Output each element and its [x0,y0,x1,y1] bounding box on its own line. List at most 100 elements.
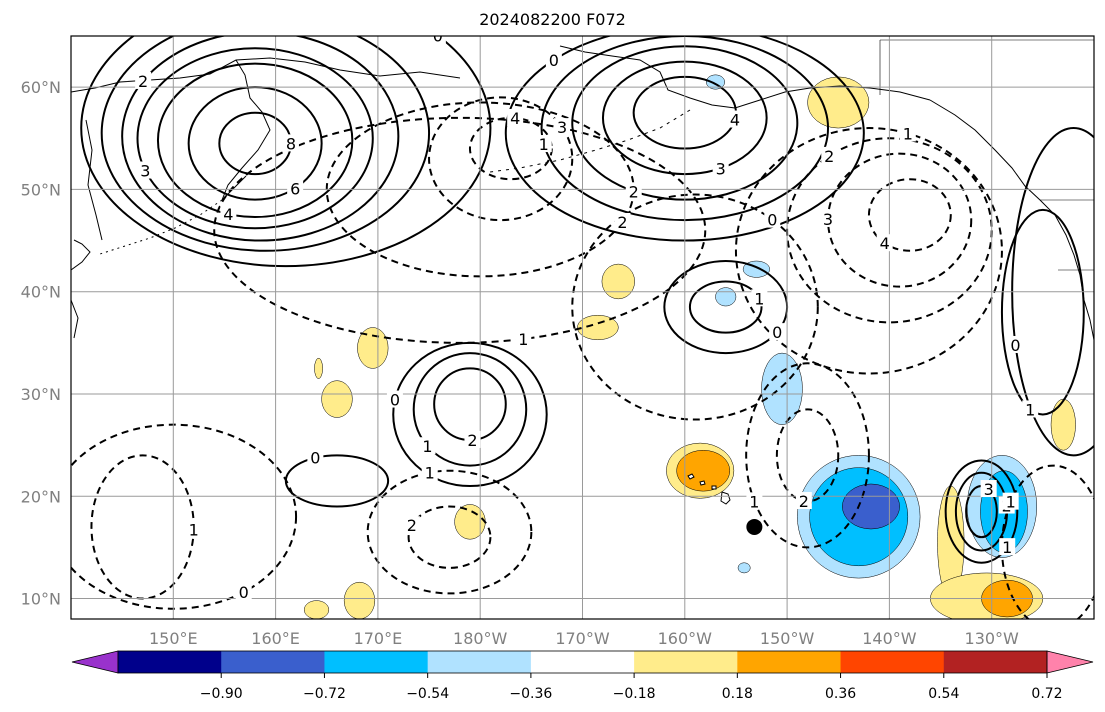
contour-line [136,47,374,230]
contour-label: 3 [557,118,567,137]
contour-label: 1 [425,464,435,483]
contour-line [407,505,492,569]
coastline-japan [71,239,91,339]
contour-line [366,469,533,595]
colorbar-segment [221,651,325,673]
lon-tick-label: 160°W [658,629,713,648]
lon-tick-label: 140°W [862,629,917,648]
anomaly-shading [715,287,737,307]
colorbar-segment [943,651,1048,673]
colorbar-extend-max [1046,650,1094,674]
contour-label-bg [876,234,893,252]
contour-label-bg [464,430,481,448]
lat-tick-label: 40°N [21,283,61,302]
contour-line [428,96,574,222]
contour-label: 1 [1006,493,1016,512]
contour-label: 2 [629,182,639,201]
contour-label-bg [185,520,202,538]
contour-label-bg [235,583,252,601]
contour-label-bg [419,437,436,455]
contour-line [80,36,492,268]
colorbar-segment [324,651,429,673]
contour-label: 0 [239,583,249,602]
contour-line [121,36,400,242]
contour-label-bg [980,480,997,498]
contour-label-bg [515,330,532,348]
anomaly-shading [454,504,486,540]
contour-label: 2 [617,213,627,232]
contour-line [571,193,819,421]
colorbar-outline [117,650,1048,674]
contour-label: 1 [749,492,759,511]
colorbar-tick-label: 0.54 [928,686,959,702]
contour-label: 1 [518,330,528,349]
contour-label: 2 [467,431,477,450]
colorbar-tick-label: −0.72 [303,686,346,702]
contour-label: 1 [903,124,913,143]
contour-line [944,459,1019,564]
lon-tick-label: 150°W [760,629,815,648]
contour-label: 1 [539,135,549,154]
shading-layer [303,74,1076,619]
contour-label-bg [727,110,744,128]
border-lines [879,39,1094,271]
colorbar-tick-label: −0.36 [509,686,552,702]
contour-label-bg [545,50,562,68]
contour-label: 4 [510,109,520,128]
anomaly-shading [1050,398,1076,451]
contour-label-bg [243,7,259,24]
map-frame [70,35,1095,620]
contour-label: 4 [880,234,890,253]
contour-label-bg [429,36,446,44]
contour-label-bg [1002,492,1019,510]
axis-tick-labels: 150°E 160°E 170°E 180°W 170°W 160°W 150°W 140°W… [21,78,1019,648]
contour-line [156,62,354,219]
contour-line [734,127,1003,375]
contour-line [412,352,528,467]
contour-label: 3 [984,480,994,499]
contour-label: 2 [407,516,417,535]
colorbar-segment [737,651,842,673]
contour-label: 1 [754,289,764,308]
contour-label: 0 [767,211,777,230]
lat-tick-label: 20°N [21,487,61,506]
lon-tick-label: 160°E [251,629,300,648]
contour-label: 0 [390,391,400,410]
contour-label-bg [746,492,763,510]
colorbar-segment [427,651,532,673]
contour-label-bg [403,516,420,534]
contour-label-bg [421,463,438,481]
contour-label-bg [820,209,837,227]
anomaly-shading [807,76,870,129]
contour-label-bg [535,135,552,153]
anomaly-shading [842,483,900,530]
contour-line [745,362,870,549]
colorbar-tick-label: 0.36 [825,686,856,702]
contour-label: 8 [286,134,296,153]
contour-label: 1 [1025,400,1035,419]
contour-label-bg [307,448,324,466]
contour-line [392,341,548,488]
contour-label: 2 [824,147,834,166]
colorbar-extend-min [71,650,119,674]
lon-tick-label: 180°W [453,629,508,648]
colorbar-tick-label: −0.90 [200,686,243,702]
colorbar-segment [840,651,945,673]
contour-label: 2 [138,72,148,91]
contour-line [100,36,431,252]
contour-label-bg [386,390,403,408]
lon-tick-label: 130°W [965,629,1020,648]
contour-label-bg [764,210,781,228]
lat-tick-label: 10°N [21,590,61,609]
contour-label-bg [625,182,642,200]
colorbar-tick-label: 0.72 [1031,686,1062,702]
colorbar-tick-label: −0.54 [406,686,449,702]
contour-label-bg [769,323,786,341]
contour-label: 0 [433,27,443,46]
anomaly-shading [303,600,330,619]
contour-label: 3 [823,210,833,229]
anomaly-shading [343,581,376,619]
contour-label: 1 [422,437,432,456]
contour-label-bg [712,159,729,177]
